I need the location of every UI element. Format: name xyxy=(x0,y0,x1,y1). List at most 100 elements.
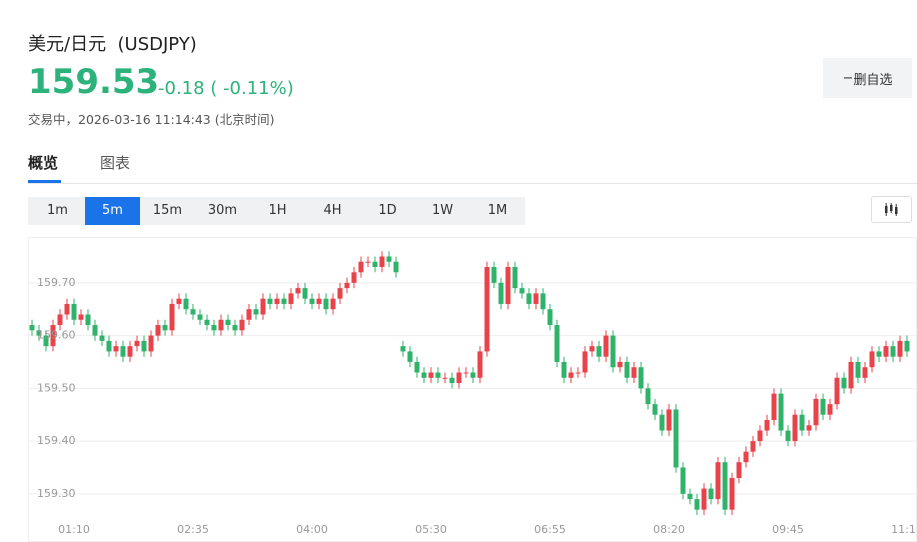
button-label: 删自选 xyxy=(853,72,893,88)
candle-body xyxy=(547,309,553,326)
x-tick-label: 11:10 xyxy=(891,523,917,536)
candle-body xyxy=(344,282,350,289)
candle-body xyxy=(309,298,315,304)
candle-body xyxy=(365,261,371,263)
interval-button[interactable]: 4H xyxy=(323,203,342,218)
x-tick-label: 01:10 xyxy=(58,523,90,536)
candle-body xyxy=(407,351,413,362)
candle-body xyxy=(253,309,259,315)
candle-body xyxy=(463,372,469,374)
remove-watchlist-button[interactable]: − 删自选 xyxy=(823,58,912,98)
chart-type-button[interactable] xyxy=(871,196,912,223)
minus-icon: − xyxy=(842,70,854,86)
candle-body xyxy=(71,303,77,320)
candle-body xyxy=(610,335,616,368)
candle-body xyxy=(554,325,560,362)
candle-body xyxy=(533,293,539,304)
candle-body xyxy=(785,430,791,442)
candle-body xyxy=(134,340,140,347)
candle-body xyxy=(813,398,819,426)
candle-body xyxy=(295,288,301,294)
candle-body xyxy=(127,346,133,357)
candle-body xyxy=(827,404,833,415)
candle-body xyxy=(841,377,847,389)
candle-body xyxy=(85,314,91,326)
candle-body xyxy=(834,377,840,405)
candle-body xyxy=(631,367,637,378)
candle-body xyxy=(442,377,448,379)
candle-body xyxy=(211,325,217,331)
candle-body xyxy=(729,478,735,510)
x-tick-label: 02:35 xyxy=(177,523,209,536)
interval-button[interactable]: 15m xyxy=(152,203,183,218)
candle-body xyxy=(379,256,385,268)
candle-body xyxy=(484,267,490,352)
candle-body xyxy=(477,351,483,378)
candle-body xyxy=(337,288,343,299)
interval-button[interactable]: 1W xyxy=(431,203,454,218)
candle-body xyxy=(393,261,399,273)
candle-body xyxy=(386,256,392,262)
candle-body xyxy=(141,340,147,352)
candle-body xyxy=(792,414,798,442)
y-tick-label: 159.40 xyxy=(37,434,76,447)
candle-body xyxy=(575,372,581,374)
candle-body xyxy=(855,361,861,378)
candle-body xyxy=(505,267,511,304)
candle-icon xyxy=(885,203,898,216)
candle-body xyxy=(148,335,154,352)
candle-body xyxy=(470,372,476,378)
candle-body xyxy=(372,261,378,268)
candle-body xyxy=(764,419,770,431)
candle-body xyxy=(351,272,357,283)
candle-body xyxy=(890,346,896,357)
chart: 01:10 02:35 04:00 05:30 06:55 08:20 09:45 11:10… xyxy=(28,237,917,542)
candle-body xyxy=(64,303,70,315)
y-tick-label: 159.70 xyxy=(37,276,76,289)
tab[interactable]: 概览 xyxy=(28,154,59,172)
candle-body xyxy=(36,330,42,336)
candle-body xyxy=(799,414,805,431)
candle-body xyxy=(239,319,245,331)
candle-body xyxy=(204,319,210,326)
candle-body xyxy=(771,393,777,420)
candle-body xyxy=(589,346,595,352)
candle-body xyxy=(687,493,693,500)
candle-body xyxy=(414,361,420,373)
interval-button[interactable]: 30m xyxy=(207,203,238,218)
candle-body xyxy=(162,325,168,331)
candle-body xyxy=(225,319,231,326)
candle-body xyxy=(806,425,812,431)
candle-body xyxy=(358,261,364,273)
interval-button[interactable]: 1D xyxy=(378,203,397,218)
interval-button[interactable]: 1M xyxy=(487,203,508,218)
candle-body xyxy=(722,462,728,510)
candle-body xyxy=(50,325,56,347)
y-tick-label: 159.60 xyxy=(37,329,76,342)
candle-body xyxy=(421,372,427,378)
candle-body xyxy=(92,325,98,336)
interval-button[interactable]: 1m xyxy=(47,203,68,218)
interval-button[interactable]: 1H xyxy=(268,203,287,218)
candle-body xyxy=(897,340,903,357)
candle-body xyxy=(155,325,161,336)
candle-body xyxy=(743,451,749,463)
candle-body xyxy=(57,314,63,326)
status: 交易中，2026-03-16 11:14:43 (北京时间) xyxy=(28,112,275,127)
x-tick-label: 09:45 xyxy=(772,523,804,536)
candle-body xyxy=(659,414,665,431)
candle-body xyxy=(701,488,707,510)
candle-body xyxy=(778,393,784,431)
candle-body xyxy=(694,499,700,510)
price: 159.53 xyxy=(28,62,160,102)
candle-body xyxy=(596,346,602,357)
candle-body xyxy=(757,430,763,442)
change: -0.18 ( -0.11%) xyxy=(158,78,294,99)
interval-button[interactable]: 5m xyxy=(85,197,140,225)
candle-body xyxy=(617,361,623,368)
candle-body xyxy=(260,298,266,315)
candle-body xyxy=(673,409,679,468)
candle-body xyxy=(323,298,329,310)
x-tick-label: 06:55 xyxy=(534,523,566,536)
tab[interactable]: 图表 xyxy=(100,154,131,172)
